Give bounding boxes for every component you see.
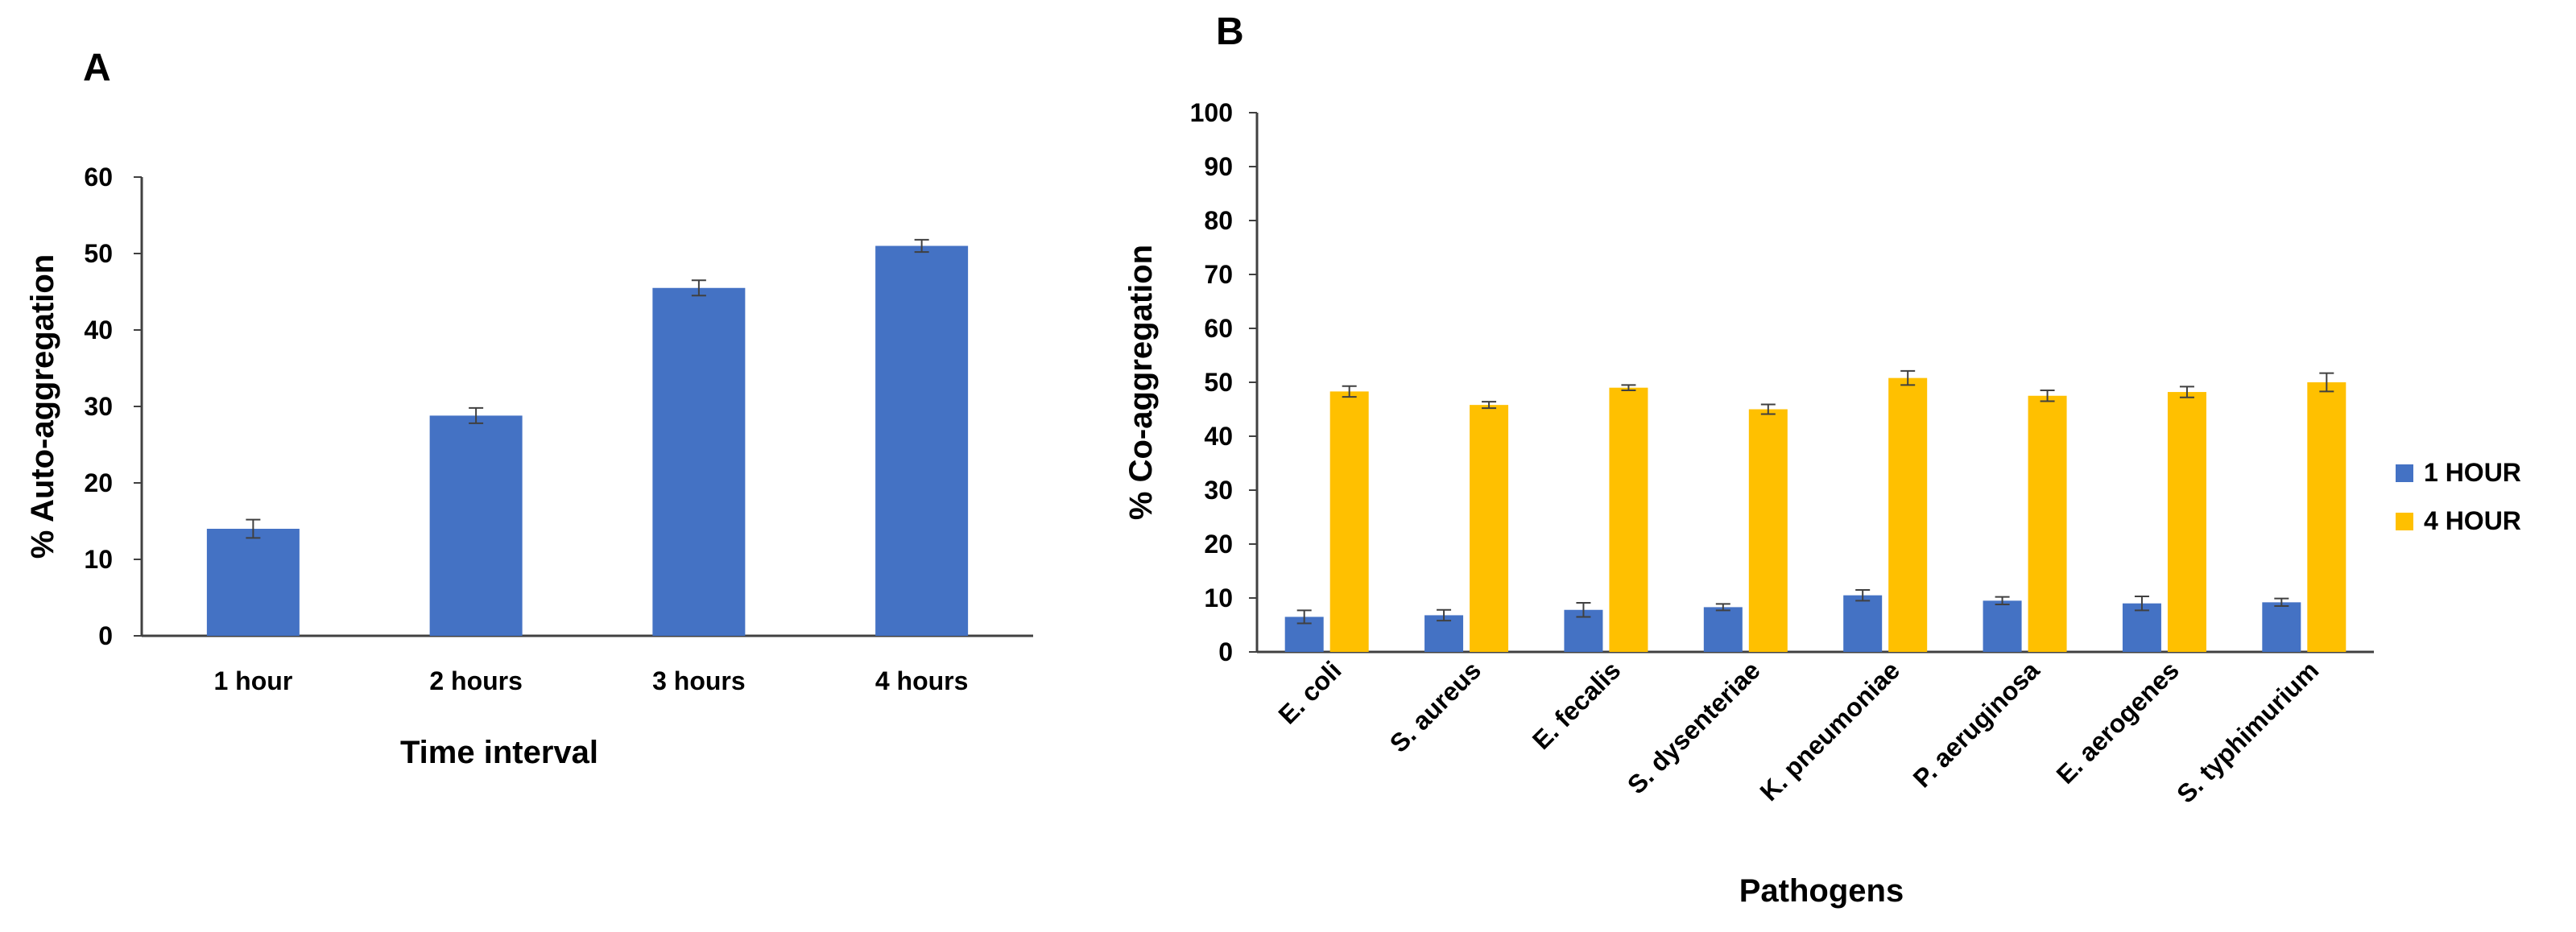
panel-a-marks: 0 10 20 30 40 50 60 1 hour 2 hours 3 hours 4 hours: [84, 163, 968, 695]
panel-b-error-bar: [2179, 386, 2194, 398]
panel-b-ytick-label: 20: [1204, 530, 1233, 559]
panel-a-bar: [206, 529, 300, 636]
panel-b-error-bar: [1482, 401, 1497, 410]
panel-b-ytick-label: 50: [1204, 368, 1233, 397]
panel-b-xtick-label: K. pneumoniae: [1754, 655, 1905, 806]
panel-a-letter: A: [83, 47, 111, 89]
panel-b-error-bar: [2040, 390, 2055, 402]
panel-a-bar: [652, 287, 746, 636]
panel-a-error-bar: [469, 406, 484, 424]
panel-a-xtick-label: 1 hour: [213, 666, 292, 695]
panel-b-bar-4-hour: [1329, 391, 1369, 652]
panel-b-error-bar: [1855, 588, 1871, 602]
panel-b-bar-1-hour: [1983, 600, 2022, 652]
legend-label: 4 HOUR: [2424, 506, 2521, 535]
panel-a-bar: [429, 415, 523, 636]
panel-b-xtick-label: E. aerogenes: [2051, 655, 2185, 789]
panel-b-bar-1-hour: [1703, 607, 1743, 652]
panel-b-error-bar: [1576, 602, 1591, 618]
panel-a-xtick-label: 2 hours: [429, 666, 523, 695]
panel-a-xtick-label: 3 hours: [652, 666, 746, 695]
panel-b-bar-1-hour: [1843, 595, 1883, 652]
panel-b-ytick-label: 40: [1204, 422, 1233, 451]
panel-b-bar-4-hour: [1609, 387, 1648, 652]
panel-b-bar-4-hour: [2167, 392, 2206, 652]
panel-a-ytick-label: 60: [84, 163, 113, 192]
panel-b-xtick-label: S. aureus: [1384, 655, 1486, 757]
legend-item: 1 HOUR: [2396, 458, 2521, 487]
panel-b-error-bar: [1296, 609, 1312, 625]
panel-b-ytick-label: 10: [1204, 584, 1233, 612]
panel-b-bar-4-hour: [1470, 405, 1509, 652]
panel-a-ytick-label: 0: [98, 621, 113, 650]
panel-b-ytick-label: 70: [1204, 260, 1233, 289]
panel-b-error-bar: [1995, 596, 2010, 606]
panel-b-error-bar: [1715, 603, 1730, 612]
panel-a-ylabel: % Auto-aggregation: [25, 254, 60, 559]
legend-item: 4 HOUR: [2396, 506, 2521, 535]
panel-b-ytick-label: 60: [1204, 314, 1233, 343]
panel-b-bar-4-hour: [1888, 377, 1928, 652]
panel-b-ytick-label: 100: [1190, 98, 1233, 127]
panel-b-bar-1-hour: [2262, 602, 2301, 652]
panel-b-ylabel: % Co-aggregation: [1123, 245, 1159, 520]
panel-a-bar: [875, 245, 969, 636]
legend-swatch: [2396, 464, 2413, 482]
panel-b-ytick-label: 80: [1204, 206, 1233, 235]
panel-b-xtick-label: E. fecalis: [1527, 655, 1627, 755]
panel-a-ytick-label: 50: [84, 239, 113, 268]
legend-label: 1 HOUR: [2424, 458, 2521, 487]
panel-b-error-bar: [2319, 372, 2334, 393]
panel-b-marks: 0 10 20 30 40 50 60 70 80 90 100 E. coli S. aureus E.…: [1190, 98, 2347, 809]
panel-b-error-bar: [1342, 385, 1357, 398]
panel-b-bar-1-hour: [2122, 603, 2161, 652]
panel-a-xtick-label: 4 hours: [875, 666, 969, 695]
panel-b-ytick-label: 30: [1204, 476, 1233, 505]
panel-b-error-bar: [1900, 369, 1916, 386]
panel-a-xlabel: Time interval: [400, 735, 598, 770]
panel-b-bar-4-hour: [2028, 395, 2067, 652]
panel-b-ytick-label: 0: [1218, 637, 1233, 666]
panel-a-ytick-label: 20: [84, 468, 113, 497]
panel-b-error-bar: [1760, 403, 1776, 415]
panel-a-error-bar: [246, 518, 261, 539]
panel-b-error-bar: [1437, 608, 1452, 622]
panel-b-xtick-label: S. dysenteriae: [1622, 655, 1766, 799]
panel-b-xtick-label: S. typhimurium: [2171, 655, 2324, 808]
panel-a-error-bar: [914, 238, 929, 254]
panel-a-ytick-label: 10: [84, 545, 113, 574]
panel-b-error-bar: [2134, 595, 2149, 612]
panel-b-bar-4-hour: [1748, 409, 1788, 652]
panel-b-error-bar: [1621, 384, 1636, 392]
panel-b-ytick-label: 90: [1204, 152, 1233, 181]
panel-b-legend: 1 HOUR 4 HOUR: [2396, 458, 2521, 535]
legend-swatch: [2396, 513, 2413, 530]
panel-a-ytick-label: 30: [84, 392, 113, 421]
panel-a-error-bar: [691, 279, 706, 297]
panel-b-bar-4-hour: [2307, 382, 2347, 652]
panel-a-ytick-label: 40: [84, 315, 113, 344]
panel-b-xlabel: Pathogens: [1739, 873, 1904, 909]
panel-b-xtick-label: P. aeruginosa: [1908, 655, 2045, 793]
panel-b-error-bar: [2274, 597, 2289, 608]
panel-b-xtick-label: E. coli: [1273, 655, 1347, 729]
panel-b-letter: B: [1216, 10, 1244, 53]
